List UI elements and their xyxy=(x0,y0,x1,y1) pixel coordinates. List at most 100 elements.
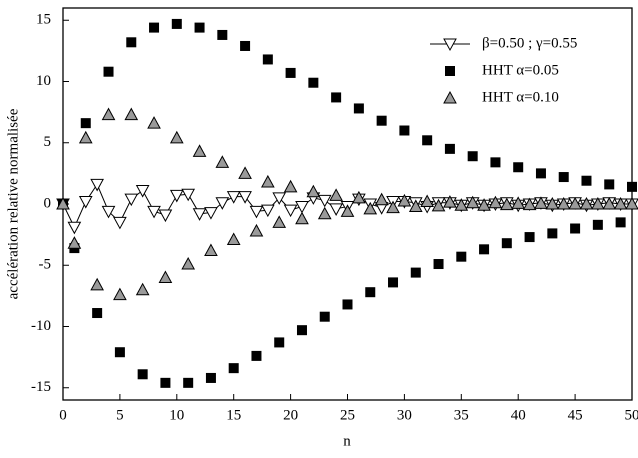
data-point xyxy=(56,196,70,210)
y-tick-label: -15 xyxy=(31,379,51,395)
data-point xyxy=(103,66,114,77)
data-point xyxy=(535,168,546,179)
data-point xyxy=(488,195,503,209)
data-point xyxy=(135,282,150,296)
x-tick-label: 20 xyxy=(283,407,298,423)
data-point xyxy=(422,135,433,146)
x-tick-label: 45 xyxy=(568,407,583,423)
x-tick-label: 40 xyxy=(511,407,526,423)
data-point xyxy=(604,179,615,190)
data-point xyxy=(363,201,378,215)
data-point xyxy=(477,198,491,211)
data-point xyxy=(262,54,273,65)
data-point xyxy=(499,197,514,211)
legend-marker xyxy=(443,38,457,52)
data-point xyxy=(181,256,196,270)
data-point xyxy=(602,196,617,210)
data-point xyxy=(113,287,127,301)
data-point xyxy=(226,191,241,204)
data-point xyxy=(511,196,526,209)
y-tick-label: 10 xyxy=(36,73,51,89)
legend-marker xyxy=(445,66,455,76)
data-point xyxy=(272,192,287,205)
data-point xyxy=(556,196,571,210)
data-point xyxy=(408,199,423,212)
data-point xyxy=(169,130,184,144)
data-point xyxy=(283,179,298,193)
data-point xyxy=(490,157,501,168)
data-point xyxy=(78,130,93,144)
data-point xyxy=(295,211,309,225)
data-point xyxy=(365,287,376,298)
data-point xyxy=(615,217,626,228)
data-point xyxy=(431,198,446,212)
data-point xyxy=(272,215,287,228)
y-tick-label: -10 xyxy=(31,318,51,334)
data-point xyxy=(376,115,387,126)
y-tick-label: -5 xyxy=(39,257,52,273)
data-point xyxy=(353,103,364,114)
data-point xyxy=(627,181,637,192)
data-point xyxy=(101,205,116,219)
data-point xyxy=(147,116,161,129)
data-point xyxy=(522,197,537,211)
data-point xyxy=(124,107,139,121)
data-point xyxy=(158,209,173,223)
x-tick-label: 30 xyxy=(397,407,412,423)
data-point xyxy=(386,200,400,214)
data-point xyxy=(625,196,638,210)
data-point xyxy=(591,196,605,210)
data-point xyxy=(204,243,218,257)
data-point xyxy=(308,77,319,88)
data-point xyxy=(558,172,569,183)
data-point xyxy=(479,244,490,255)
data-point xyxy=(240,40,251,51)
data-point xyxy=(137,369,148,380)
data-point xyxy=(228,363,239,374)
data-point xyxy=(317,206,332,220)
data-point xyxy=(183,377,194,388)
data-point xyxy=(251,350,262,361)
data-point xyxy=(342,299,353,310)
data-point xyxy=(545,196,560,210)
y-tick-label: 0 xyxy=(44,195,52,211)
data-point xyxy=(444,143,455,154)
data-point xyxy=(454,198,469,211)
y-tick-label: 15 xyxy=(36,12,51,28)
legend-label: HHT α=0.05 xyxy=(482,62,559,78)
data-point xyxy=(524,232,535,243)
data-point xyxy=(592,219,603,230)
x-tick-label: 35 xyxy=(454,407,469,423)
data-point xyxy=(181,188,196,202)
data-point xyxy=(513,162,524,173)
data-point xyxy=(296,325,307,336)
data-point xyxy=(158,270,173,283)
data-point xyxy=(410,267,421,278)
data-point xyxy=(283,204,298,218)
data-point xyxy=(581,175,592,186)
data-point xyxy=(613,196,628,210)
data-point xyxy=(205,372,216,383)
data-point xyxy=(114,347,125,358)
data-point xyxy=(352,190,366,204)
data-point xyxy=(547,228,558,239)
legend-label: HHT α=0.10 xyxy=(482,89,559,105)
data-point xyxy=(226,232,241,246)
data-point xyxy=(90,277,104,291)
data-point xyxy=(215,197,230,210)
data-point xyxy=(295,200,309,214)
data-point xyxy=(126,37,137,48)
legend-marker xyxy=(443,90,457,104)
data-point xyxy=(374,192,389,206)
y-axis-label: accélération relative normalisée xyxy=(5,108,21,299)
data-point xyxy=(78,196,93,209)
data-point xyxy=(331,92,342,103)
data-point xyxy=(238,191,252,204)
data-point xyxy=(80,118,91,129)
data-point xyxy=(329,203,343,216)
data-point xyxy=(340,204,355,217)
data-point xyxy=(124,193,139,207)
data-point xyxy=(192,144,207,157)
data-point xyxy=(135,185,150,198)
